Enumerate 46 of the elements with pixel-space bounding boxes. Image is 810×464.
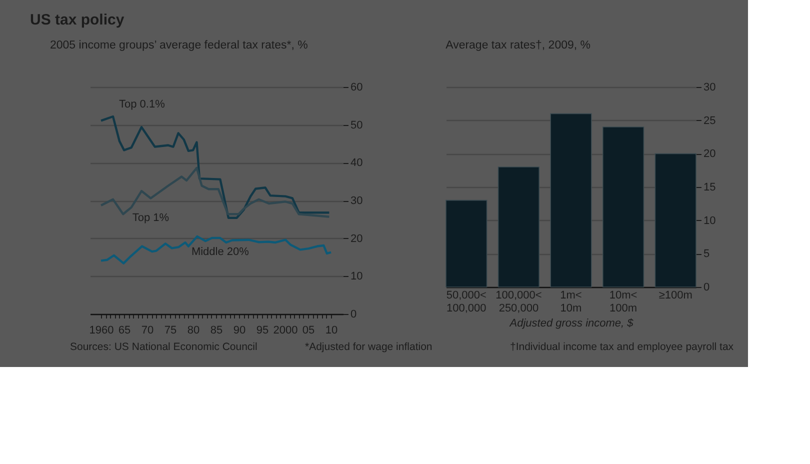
y-tick-label: 25 — [704, 114, 716, 127]
y-tick-label: 40 — [350, 157, 363, 170]
bar — [602, 126, 644, 288]
chart-subtitle: 2005 income groups’ average federal tax rates*, % — [50, 40, 308, 52]
text: †Individual income tax and employee payroll tax — [510, 341, 734, 353]
x-tick-label: 10 — [325, 324, 338, 336]
x-tick-label: 95 — [256, 324, 269, 336]
x-tick-label: 85 — [210, 324, 223, 336]
line-series — [100, 235, 332, 264]
x-tick-label: 10m< 100m — [609, 290, 638, 314]
x-tick-label: 75 — [164, 324, 177, 336]
series-label: Middle 20% — [191, 246, 250, 258]
series-label: Top 0.1% — [119, 98, 166, 111]
y-tick-label: 0 — [704, 282, 710, 294]
series-label: Top 1% — [132, 212, 170, 224]
chart-title: Average tax rates†, 2009, % — [446, 40, 591, 52]
y-tick-label: 10 — [704, 214, 716, 227]
y-tick-label: 20 — [350, 232, 363, 245]
bar — [446, 200, 488, 288]
y-tick-label: 15 — [704, 182, 716, 194]
y-tick-label: 5 — [704, 248, 710, 260]
x-tick-label: 05 — [302, 324, 315, 336]
x-tick-label: 70 — [141, 324, 154, 336]
x-tick-label: 90 — [233, 324, 246, 336]
x-tick-label: 1960 — [89, 324, 114, 336]
x-tick-label: 50,000< 100,000 — [446, 290, 486, 314]
source-note: Sources: US National Economic Council — [70, 341, 258, 353]
y-tick-label: 60 — [350, 82, 363, 94]
bar — [654, 153, 696, 288]
chart-title: US tax policy — [30, 12, 125, 28]
bar — [498, 166, 540, 288]
bar — [550, 113, 592, 288]
y-tick-label: 0 — [350, 308, 357, 320]
x-axis-title: Adjusted gross income, $ — [508, 318, 634, 330]
y-tick-label: 50 — [350, 119, 363, 132]
x-tick-label: 1m< 10m — [560, 290, 582, 314]
y-tick-label: 30 — [350, 195, 363, 207]
y-tick-label: 20 — [704, 148, 716, 160]
x-tick-label: 65 — [118, 324, 131, 336]
x-tick-label: 80 — [187, 324, 200, 336]
x-tick-label: 2000 — [273, 324, 298, 336]
y-tick-label: 10 — [350, 270, 363, 283]
x-tick-label: ≥100m — [658, 290, 692, 302]
y-tick-label: 30 — [704, 82, 716, 94]
text: *Adjusted for wage inflation — [305, 341, 432, 353]
x-tick-label: 100,000< 250,000 — [496, 290, 542, 314]
